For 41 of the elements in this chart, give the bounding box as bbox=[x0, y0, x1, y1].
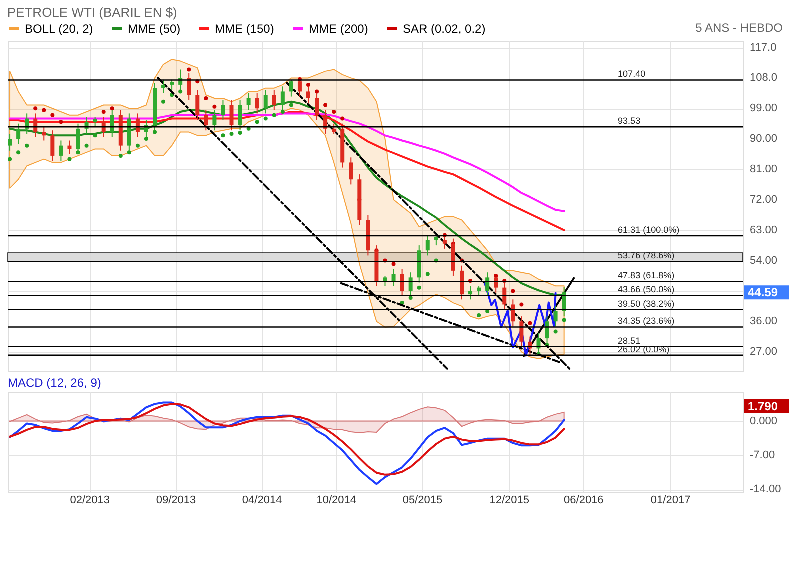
chart-title: MACD (12, 26, 9) bbox=[8, 376, 102, 390]
y-tick-label: 117.0 bbox=[750, 42, 777, 54]
chart-subtitle: 5 ANS - HEBDO bbox=[696, 21, 783, 35]
y-tick-label: 72.00 bbox=[750, 194, 778, 206]
ref-line-label: 61.31 (100.0%) bbox=[618, 225, 680, 236]
ref-line-label: 43.66 (50.0%) bbox=[618, 284, 675, 295]
x-tick-label: 04/2014 bbox=[242, 494, 282, 506]
y-tick-label: -7.00 bbox=[750, 449, 776, 462]
x-tick-label: 01/2017 bbox=[650, 494, 691, 506]
legend-label: SAR (0.02, 0.2) bbox=[403, 22, 486, 36]
text: 1.790 bbox=[748, 400, 778, 414]
ref-line-label: 107.40 bbox=[618, 69, 646, 80]
x-tick-label: 06/2016 bbox=[564, 494, 604, 506]
y-tick-label: 36.00 bbox=[750, 316, 778, 328]
x-tick-label: 09/2013 bbox=[156, 494, 196, 506]
ref-line-label: 34.35 (23.6%) bbox=[618, 316, 675, 326]
y-tick-label: 27.00 bbox=[750, 346, 778, 358]
x-tick-label: 10/2014 bbox=[316, 494, 356, 506]
legend-label: MME (200) bbox=[309, 22, 368, 36]
y-tick-label: 99.00 bbox=[750, 102, 778, 115]
ref-line-label: 26.02 (0.0%) bbox=[618, 344, 670, 354]
legend-label: MME (50) bbox=[128, 22, 181, 36]
ref-line-label: 47.83 (61.8%) bbox=[618, 270, 675, 281]
legend-label: BOLL (20, 2) bbox=[25, 22, 94, 36]
y-tick-label: 81.00 bbox=[750, 163, 778, 176]
legend-label: MME (150) bbox=[215, 22, 274, 36]
y-tick-label: -14.00 bbox=[750, 484, 782, 496]
x-tick-label: 12/2015 bbox=[490, 494, 530, 506]
text: 44.59 bbox=[748, 286, 778, 300]
y-tick-label: 90.00 bbox=[750, 133, 778, 146]
ref-line-label: 93.53 bbox=[618, 116, 641, 126]
x-tick-label: 02/2013 bbox=[70, 494, 110, 506]
chart-title: PETROLE WTI (BARIL EN $) bbox=[7, 5, 178, 20]
ref-line-label: 53.76 (78.6%) bbox=[618, 250, 675, 261]
y-tick-label: 54.00 bbox=[750, 254, 778, 267]
y-tick-label: 63.00 bbox=[750, 224, 778, 236]
x-tick-label: 05/2015 bbox=[402, 494, 443, 506]
y-tick-label: 0.000 bbox=[750, 415, 778, 428]
y-tick-label: 108.0 bbox=[750, 72, 778, 84]
ref-line-label: 39.50 (38.2%) bbox=[618, 298, 675, 309]
ref-line-label: 28.51 bbox=[618, 336, 641, 346]
